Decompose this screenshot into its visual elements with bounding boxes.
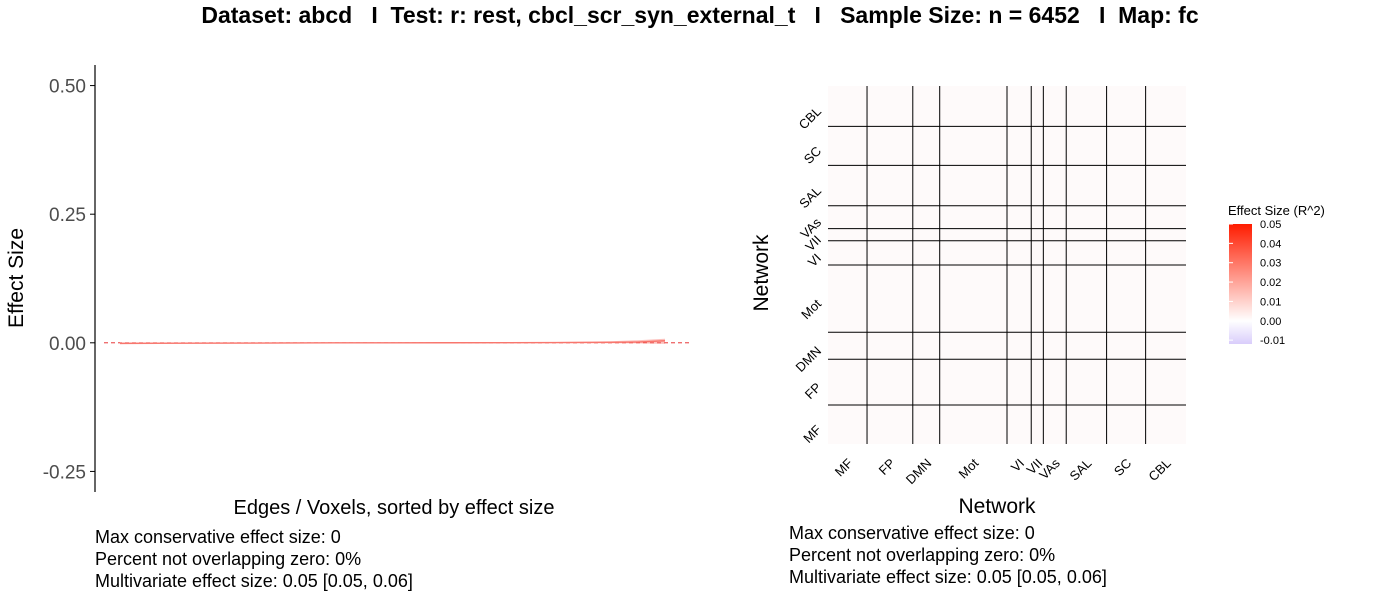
legend-title: Effect Size (R^2) (1228, 203, 1325, 218)
y-axis-label: Effect Size (5, 228, 28, 328)
y-network-label: FP (802, 380, 824, 402)
network-boundaries (828, 86, 1186, 444)
x-network-label: DMN (903, 456, 935, 488)
max-conservative-effect: Max conservative effect size: 0 (95, 527, 341, 547)
heatmap-x-axis-label: Network (958, 495, 1036, 518)
legend-tick-label: -0.01 (1260, 335, 1285, 347)
y-network-label: SAL (796, 183, 824, 211)
y-network-label: VAs (797, 214, 824, 241)
x-axis-label: Edges / Voxels, sorted by effect size (234, 497, 555, 519)
max-conservative-effect: Max conservative effect size: 0 (789, 523, 1035, 543)
percent-not-overlapping: Percent not overlapping zero: 0% (789, 545, 1056, 565)
y-tick-label: 0.50 (49, 77, 86, 98)
y-tick-label: -0.25 (43, 462, 86, 483)
y-network-label: DMN (793, 343, 825, 375)
y-network-label: VI (805, 250, 824, 269)
multivariate-effect: Multivariate effect size: 0.05 [0.05, 0.… (789, 567, 1107, 587)
y-network-label: Mot (798, 296, 824, 322)
legend-tick-label: 0.05 (1260, 219, 1281, 231)
y-axis-ticks: 0.50 0.25 0.00 -0.25 (43, 77, 95, 483)
network-heatmap-panel: MFMFFPFPDMNDMNMotMotVIVIVIIVIIVAsVAsSALS… (750, 86, 1325, 518)
percent-not-overlapping: Percent not overlapping zero: 0% (95, 549, 362, 569)
effect-size-stats: Max conservative effect size: 0 Percent … (95, 526, 413, 592)
legend-colorbar (1229, 224, 1252, 344)
y-tick-label: 0.00 (49, 334, 86, 355)
legend-tick-label: 0.03 (1260, 258, 1281, 270)
x-network-label: MF (832, 455, 856, 479)
x-network-label: CBL (1145, 456, 1173, 484)
multivariate-effect: Multivariate effect size: 0.05 [0.05, 0.… (95, 571, 413, 591)
x-network-label: SC (1111, 456, 1134, 479)
effect-size-panel: 0.50 0.25 0.00 -0.25 Effect Size Edges / Vo… (5, 65, 690, 519)
heatmap-stats: Max conservative effect size: 0 Percent … (789, 522, 1107, 588)
color-legend: Effect Size (R^2) 0.050.040.030.020.010.… (1228, 203, 1325, 347)
y-network-label: SC (801, 143, 824, 166)
x-network-label: Mot (956, 455, 982, 481)
legend-tick-label: 0.01 (1260, 296, 1281, 308)
y-network-label: CBL (796, 104, 824, 132)
figure-title: Dataset: abcd I Test: r: rest, cbcl_scr_… (201, 2, 1199, 28)
legend-ticks: 0.05 0.04 0.03 0.02 0.01 0.00 -0.01 (1229, 219, 1285, 347)
y-network-label: MF (800, 422, 824, 446)
legend-tick-label: 0.02 (1260, 277, 1281, 289)
effect-size-line (119, 340, 666, 345)
legend-tick-label: 0.04 (1260, 238, 1281, 250)
y-tick-label: 0.25 (49, 205, 86, 226)
x-network-label: SAL (1067, 456, 1095, 484)
heatmap-y-axis-label: Network (750, 234, 773, 312)
legend-tick-label: 0.00 (1260, 316, 1281, 328)
x-network-label: VAs (1036, 455, 1063, 482)
x-network-label: FP (876, 456, 898, 478)
